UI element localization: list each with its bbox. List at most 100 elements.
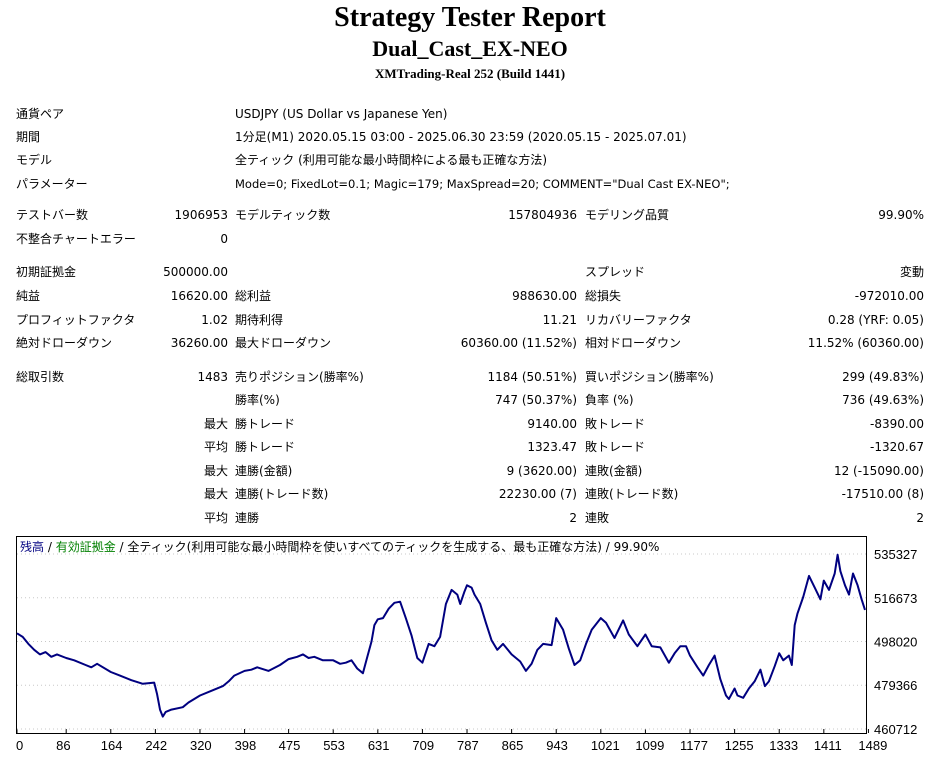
value-short-positions: 1184 (50.51%): [487, 370, 577, 384]
value-avg-loss: -1320.67: [870, 440, 924, 454]
value-max-cons-loss-amount: 12 (-15090.00): [833, 464, 924, 478]
y-tick-label: 460712: [874, 722, 917, 737]
x-tick-label: 943: [546, 738, 568, 753]
x-tick-label: 1333: [769, 738, 798, 753]
value-max-cons-win-amount: 9 (3620.00): [506, 464, 577, 478]
label-initial-deposit: 初期証拠金: [16, 265, 77, 279]
value-long-positions: 299 (49.83%): [842, 370, 924, 384]
info-value-period: 1分足(M1) 2020.05.15 03:00 - 2025.06.30 23…: [235, 130, 687, 144]
prefix-avg-2: 平均: [203, 511, 228, 525]
value-gross-profit: 988630.00: [512, 289, 577, 303]
label-total-trades: 総取引数: [16, 370, 65, 384]
chart-title-rest: 全ティック(利用可能な最小時間枠を使いすべてのティックを生成する、最も正確な方法…: [127, 539, 659, 554]
x-tick-label: 0: [16, 738, 23, 753]
chart-title-sep1: /: [44, 540, 56, 554]
prefix-avg-1: 平均: [203, 440, 228, 454]
prefix-max-2: 最大: [203, 464, 228, 478]
chart-x-ticks: 0 86 164 242 320 398 475 553 631 709 787 865 943 1021…: [16, 738, 887, 753]
value-max-cons-win-count: 22230.00 (7): [498, 487, 577, 501]
value-profit-factor: 1.02: [201, 313, 228, 327]
label-modeling-quality: モデリング品質: [585, 208, 670, 222]
label-max-drawdown: 最大ドローダウン: [235, 336, 332, 350]
x-tick-label: 709: [412, 738, 434, 753]
value-largest-win: 9140.00: [527, 417, 577, 431]
label-avg-loss: 敗トレード: [585, 440, 646, 454]
x-tick-label: 865: [502, 738, 524, 753]
label-largest-win: 勝トレード: [235, 417, 296, 431]
prefix-max-3: 最大: [203, 487, 228, 501]
value-expected-payoff: 11.21: [542, 313, 577, 327]
value-model-ticks: 157804936: [508, 208, 577, 222]
label-max-cons-loss-count: 連敗(トレード数): [585, 487, 679, 501]
label-largest-loss: 敗トレード: [585, 417, 646, 431]
x-tick-label: 475: [279, 738, 301, 753]
value-modeling-quality: 99.90%: [878, 208, 924, 222]
label-max-cons-win-amount: 連勝(金額): [235, 464, 293, 478]
label-abs-drawdown: 絶対ドローダウン: [16, 336, 113, 350]
x-tick-label: 86: [56, 738, 70, 753]
x-tick-label: 1411: [814, 738, 842, 753]
info-label-model: モデル: [16, 153, 53, 167]
value-mismatch: 0: [220, 232, 228, 246]
info-label-params: パラメーター: [16, 177, 88, 191]
y-tick-label: 498020: [874, 634, 917, 649]
value-initial-deposit: 500000.00: [163, 265, 228, 279]
y-tick-label: 479366: [874, 678, 917, 693]
x-tick-label: 164: [101, 738, 123, 753]
value-avg-cons-win: 2: [569, 511, 577, 525]
chart-grid-y: [17, 553, 866, 730]
value-spread: 変動: [899, 265, 924, 279]
label-mismatch: 不整合チャートエラー: [16, 232, 136, 246]
label-net-profit: 純益: [16, 289, 41, 303]
x-tick-label: 631: [368, 738, 390, 753]
label-expected-payoff: 期待利得: [235, 313, 284, 327]
x-tick-label: 1489: [858, 738, 887, 753]
value-win-pct: 747 (50.37%): [495, 393, 577, 407]
label-profit-factor: プロフィットファクタ: [16, 313, 136, 327]
label-win-pct: 勝率(%): [235, 393, 280, 407]
value-largest-loss: -8390.00: [870, 417, 924, 431]
x-tick-label: 1177: [680, 738, 708, 753]
label-rel-drawdown: 相対ドローダウン: [585, 336, 682, 350]
chart-plot-area: [16, 536, 867, 734]
label-max-cons-win-count: 連勝(トレード数): [235, 487, 329, 501]
chart-title: 残高 / 有効証拠金 / 全ティック(利用可能な最小時間枠を使いすべてのティック…: [20, 539, 659, 554]
report-title: Strategy Tester Report: [334, 2, 606, 33]
value-test-bars: 1906953: [174, 208, 228, 222]
label-gross-loss: 総損失: [585, 289, 622, 303]
ea-name: Dual_Cast_EX-NEO: [372, 36, 568, 61]
chart-y-ticks: 535327 516673 498020 479366 460712: [874, 547, 917, 737]
x-tick-label: 320: [190, 738, 212, 753]
x-tick-label: 787: [457, 738, 479, 753]
value-recovery-factor: 0.28 (YRF: 0.05): [827, 313, 924, 327]
label-spread: スプレッド: [585, 265, 646, 279]
prefix-max-1: 最大: [203, 417, 228, 431]
chart-grid-x: [16, 729, 869, 733]
y-tick-label: 516673: [874, 591, 917, 606]
label-recovery-factor: リカバリーファクタ: [585, 313, 692, 327]
info-value-symbol: USDJPY (US Dollar vs Japanese Yen): [235, 107, 448, 121]
chart-title-sep2: /: [116, 540, 128, 554]
value-total-trades: 1483: [197, 370, 228, 384]
value-abs-drawdown: 36260.00: [170, 336, 228, 350]
label-avg-win: 勝トレード: [235, 440, 296, 454]
value-avg-cons-loss: 2: [916, 511, 924, 525]
x-tick-label: 1021: [591, 738, 620, 753]
label-max-cons-loss-amount: 連敗(金額): [585, 464, 643, 478]
label-gross-profit: 総利益: [235, 289, 272, 303]
info-label-period: 期間: [16, 130, 41, 144]
chart-title-equity: 有効証拠金: [56, 539, 116, 554]
value-net-profit: 16620.00: [170, 289, 228, 303]
value-rel-drawdown: 11.52% (60360.00): [807, 336, 924, 350]
value-gross-loss: -972010.00: [854, 289, 924, 303]
label-model-ticks: モデルティック数: [235, 208, 331, 222]
x-tick-label: 1099: [635, 738, 664, 753]
info-value-model: 全ティック (利用可能な最小時間枠による最も正確な方法): [235, 153, 548, 167]
x-tick-label: 242: [145, 738, 167, 753]
x-tick-label: 553: [323, 738, 345, 753]
info-label-symbol: 通貨ペア: [16, 107, 65, 121]
label-test-bars: テストバー数: [16, 208, 89, 222]
balance-chart: 残高 / 有効証拠金 / 全ティック(利用可能な最小時間枠を使いすべてのティック…: [16, 536, 917, 753]
server-build: XMTrading-Real 252 (Build 1441): [374, 66, 566, 81]
chart-title-balance: 残高: [20, 539, 44, 554]
